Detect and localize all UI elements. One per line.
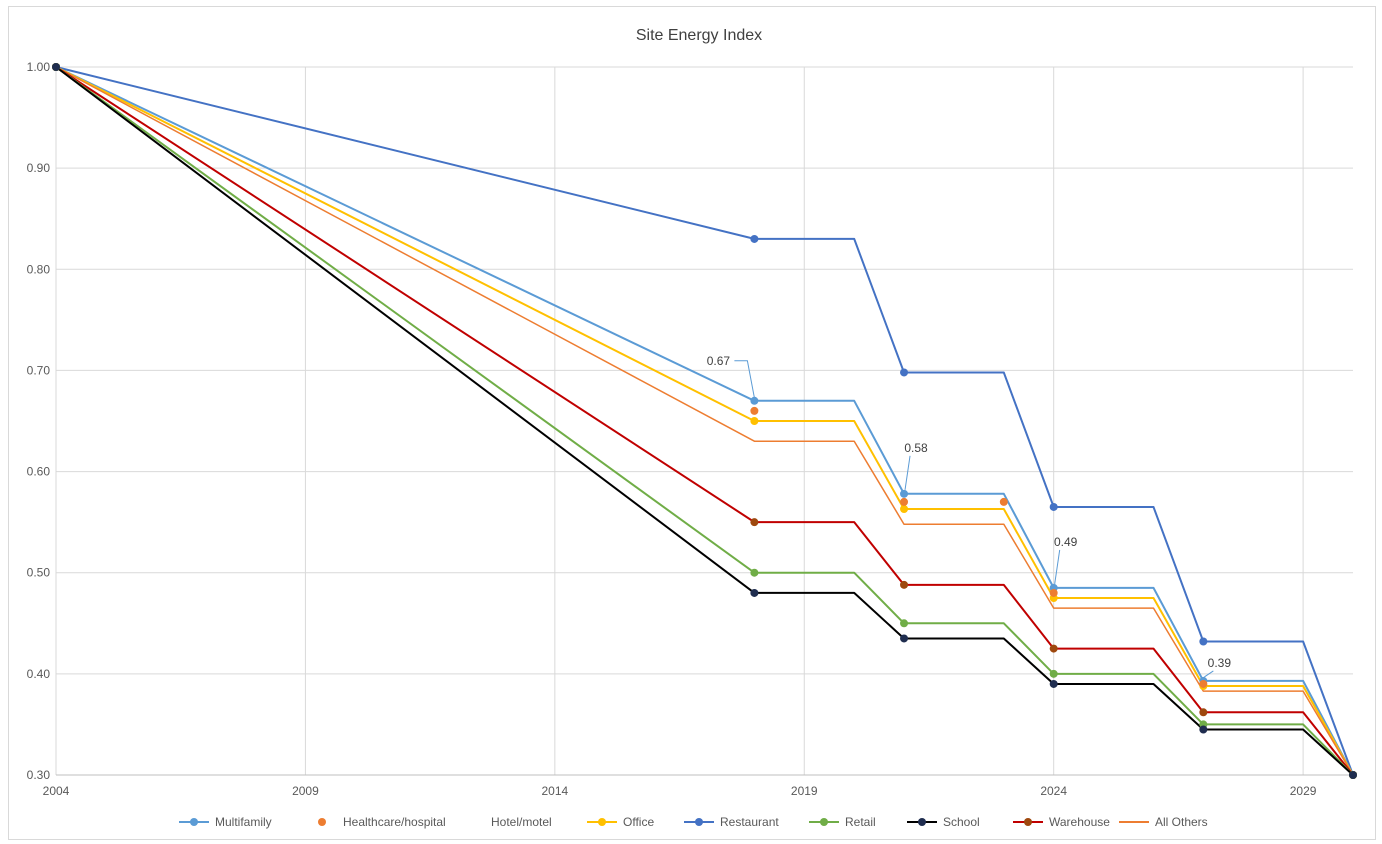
legend-item-hotel-motel: Hotel/motel (491, 815, 552, 829)
marker-retail (1049, 669, 1058, 678)
marker-restaurant (900, 368, 909, 377)
series-line-warehouse (55, 66, 1354, 776)
data-label: 0.67 (707, 354, 731, 368)
x-tick-label: 2019 (791, 784, 818, 798)
marker-healthcare-hospital (900, 497, 909, 506)
marker-office (750, 417, 759, 425)
data-label-leader (1204, 670, 1214, 678)
chart-title: Site Energy Index (636, 27, 762, 44)
legend-item-school: School (907, 815, 980, 829)
legend-item-healthcare-hospital: Healthcare/hospital (318, 815, 446, 829)
series-line-multifamily (55, 66, 1354, 776)
y-tick-label: 0.50 (27, 566, 51, 580)
y-tick-label: 0.80 (27, 262, 51, 276)
axes: 0.30 0.40 0.50 0.60 0.70 0.80 0.90 1.00 2004 2009… (27, 60, 1353, 798)
legend-marker (918, 818, 926, 826)
legend-marker (820, 818, 828, 826)
legend-label: Multifamily (215, 815, 272, 829)
legend: Multifamily Healthcare/hospital Hotel/mote… (179, 815, 1208, 829)
x-tick-label: 2009 (292, 784, 319, 798)
legend-item-office: Office (587, 815, 654, 829)
marker-warehouse (1049, 644, 1058, 653)
data-labels: 0.67 0.58 0.49 0.39 (707, 354, 1232, 678)
legend-marker (190, 818, 198, 826)
x-tick-label: 2004 (43, 784, 70, 798)
y-tick-label: 0.90 (27, 161, 51, 175)
marker-retail (900, 619, 909, 628)
legend-label: Warehouse (1049, 815, 1110, 829)
legend-item-multifamily: Multifamily (179, 815, 272, 829)
chart-frame: Site Energy Index 0.30 0.40 0.50 0.60 0.70 0.… (8, 6, 1376, 840)
marker-healthcare-hospital (999, 497, 1008, 506)
y-tick-label: 1.00 (27, 60, 51, 74)
marker-healthcare-hospital (1049, 588, 1058, 597)
y-tick-label: 0.30 (27, 768, 51, 782)
marker-retail (750, 568, 759, 577)
marker-school (900, 634, 909, 643)
x-tick-label: 2014 (541, 784, 568, 798)
legend-item-warehouse: Warehouse (1013, 815, 1110, 829)
legend-label: Restaurant (720, 815, 779, 829)
marker-office (900, 504, 909, 513)
legend-marker (1024, 818, 1032, 826)
series-line-school (55, 66, 1354, 776)
legend-label: Healthcare/hospital (343, 815, 446, 829)
marker-school (52, 63, 60, 71)
y-tick-label: 0.40 (27, 667, 51, 681)
marker-warehouse (900, 580, 909, 589)
x-tick-label: 2029 (1290, 784, 1317, 798)
data-label-leader (734, 360, 755, 398)
marker-restaurant (1049, 502, 1058, 511)
legend-label: All Others (1155, 815, 1208, 829)
series-markers (52, 63, 1357, 779)
y-tick-label: 0.60 (27, 465, 51, 479)
x-tick-label: 2024 (1040, 784, 1067, 798)
legend-label: School (943, 815, 980, 829)
legend-label: Hotel/motel (491, 815, 552, 829)
data-label: 0.39 (1208, 656, 1232, 670)
y-tick-label: 0.70 (27, 363, 51, 377)
marker-school (750, 588, 759, 597)
legend-label: Retail (845, 815, 876, 829)
marker-restaurant (750, 234, 759, 243)
marker-healthcare-hospital (1199, 679, 1208, 688)
series-line-restaurant (55, 66, 1354, 776)
legend-label: Office (623, 815, 654, 829)
legend-item-restaurant: Restaurant (684, 815, 779, 829)
series-line-office (55, 66, 1354, 776)
marker-multifamily (750, 396, 759, 405)
marker-warehouse (750, 518, 759, 527)
series-lines (55, 66, 1354, 776)
legend-marker (318, 818, 326, 826)
legend-marker (695, 818, 703, 826)
legend-item-all-others: All Others (1119, 815, 1208, 829)
marker-healthcare-hospital (750, 406, 759, 415)
marker-school (1199, 725, 1208, 734)
marker-school (1049, 679, 1058, 688)
data-label: 0.58 (904, 441, 928, 455)
legend-marker (598, 818, 606, 826)
marker-multifamily (900, 489, 909, 498)
marker-warehouse (1199, 708, 1208, 717)
series-line-all-others (55, 66, 1354, 776)
line-chart: Site Energy Index 0.300.400.500.600.700.… (27, 27, 1357, 829)
data-label-leader (1054, 549, 1061, 584)
marker-school (1349, 771, 1357, 779)
data-label-leader (904, 455, 911, 490)
series-line-retail (55, 66, 1354, 776)
marker-restaurant (1199, 637, 1208, 646)
data-label: 0.49 (1054, 535, 1078, 549)
gridlines (56, 66, 1353, 775)
legend-item-retail: Retail (809, 815, 876, 829)
